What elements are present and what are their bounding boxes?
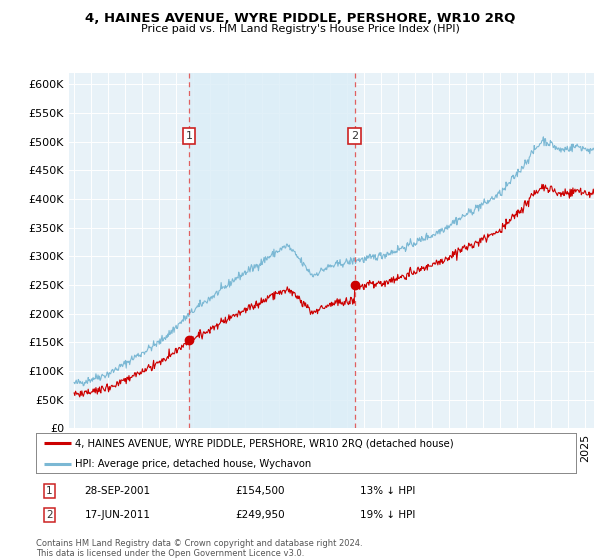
Text: Contains HM Land Registry data © Crown copyright and database right 2024.
This d: Contains HM Land Registry data © Crown c…: [36, 539, 362, 558]
Text: 1: 1: [185, 131, 193, 141]
Text: 4, HAINES AVENUE, WYRE PIDDLE, PERSHORE, WR10 2RQ: 4, HAINES AVENUE, WYRE PIDDLE, PERSHORE,…: [85, 12, 515, 25]
Text: 28-SEP-2001: 28-SEP-2001: [85, 486, 151, 496]
Text: Price paid vs. HM Land Registry's House Price Index (HPI): Price paid vs. HM Land Registry's House …: [140, 24, 460, 34]
Text: HPI: Average price, detached house, Wychavon: HPI: Average price, detached house, Wych…: [76, 459, 311, 469]
Bar: [189, 73, 355, 428]
Text: £154,500: £154,500: [236, 486, 286, 496]
Text: 2: 2: [46, 510, 53, 520]
Text: 2: 2: [351, 131, 358, 141]
Text: 4, HAINES AVENUE, WYRE PIDDLE, PERSHORE, WR10 2RQ (detached house): 4, HAINES AVENUE, WYRE PIDDLE, PERSHORE,…: [76, 438, 454, 449]
Text: 17-JUN-2011: 17-JUN-2011: [85, 510, 151, 520]
Text: £249,950: £249,950: [236, 510, 286, 520]
Text: 13% ↓ HPI: 13% ↓ HPI: [360, 486, 415, 496]
Text: 1: 1: [46, 486, 53, 496]
Text: 19% ↓ HPI: 19% ↓ HPI: [360, 510, 415, 520]
